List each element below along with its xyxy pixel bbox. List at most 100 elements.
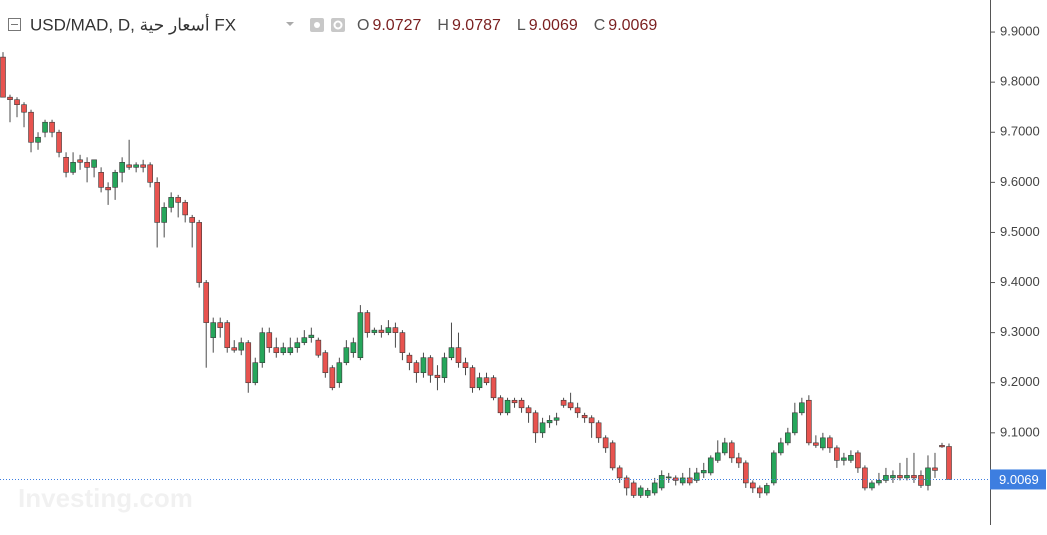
candle-body <box>7 96 13 100</box>
candle-body <box>735 457 742 464</box>
candle-body <box>637 487 644 496</box>
candle-body <box>778 442 784 454</box>
candles <box>0 52 952 498</box>
candle-body <box>806 399 812 444</box>
candle-body <box>862 467 868 489</box>
candle-body <box>609 442 616 469</box>
candle-body <box>119 162 125 173</box>
y-tick-label: 9.9000 <box>1000 23 1040 38</box>
candle-body <box>161 207 167 223</box>
candle-body <box>792 412 798 434</box>
candle-body <box>70 162 76 173</box>
candle-body <box>175 197 181 203</box>
candle-body <box>490 377 497 399</box>
candle-body <box>574 407 581 414</box>
candle-body <box>764 485 770 494</box>
settings-icon-gear <box>333 20 343 30</box>
candle-body <box>946 446 952 480</box>
dropdown-caret[interactable] <box>286 22 294 26</box>
ohlc-label: L <box>517 17 526 34</box>
candle-body <box>238 342 245 351</box>
candle-body <box>105 187 111 191</box>
candle-body <box>707 457 714 474</box>
candle-body <box>84 162 90 168</box>
candle-body <box>336 362 343 384</box>
ohlc-label: H <box>437 17 449 34</box>
candle-body <box>35 136 41 143</box>
candle-body <box>350 342 357 353</box>
ohlc-value: 9.0727 <box>372 17 421 34</box>
candle-body <box>392 327 399 333</box>
candle-body <box>686 477 693 484</box>
candle-body <box>679 477 686 484</box>
candle-body <box>925 467 931 486</box>
candle-body <box>693 472 700 481</box>
candle-body <box>42 121 48 133</box>
candle-body <box>364 312 371 333</box>
candle-body <box>897 475 903 479</box>
y-tick-label: 9.2000 <box>1000 374 1040 389</box>
candle-body <box>126 164 132 168</box>
candle-body <box>0 56 6 98</box>
ohlc-label: O <box>357 17 369 34</box>
candle-body <box>49 121 55 133</box>
candle-body <box>455 347 462 363</box>
candle-body <box>245 342 252 384</box>
candle-body <box>665 476 672 479</box>
candle-body <box>644 490 651 496</box>
candle-body <box>371 329 378 333</box>
candle-body <box>469 367 476 389</box>
candle-body <box>567 402 574 409</box>
candle-body <box>315 339 322 356</box>
candle-body <box>28 111 34 143</box>
candle-body <box>329 367 336 389</box>
candle-body <box>308 334 315 338</box>
candle-body <box>168 197 174 208</box>
candle-body <box>799 402 805 414</box>
eye-icon-pupil <box>314 22 320 28</box>
candle-body <box>357 312 364 358</box>
candle-body <box>834 447 840 461</box>
candle-body <box>231 347 238 351</box>
candle-body <box>91 159 97 168</box>
candle-body <box>827 437 833 449</box>
chart-title: USD/MAD, D, أسعار حية FX <box>30 13 236 35</box>
candle-body <box>280 347 287 353</box>
candle-body <box>259 332 266 363</box>
candle-body <box>189 217 195 223</box>
candle-body <box>560 399 567 406</box>
candle-body <box>343 347 350 363</box>
candle-body <box>252 362 259 384</box>
y-tick-label: 9.8000 <box>1000 74 1040 89</box>
candle-body <box>813 442 819 446</box>
watermark: Investing.com <box>18 483 193 513</box>
candle-body <box>595 422 602 439</box>
candle-body <box>140 164 146 168</box>
settings-icon[interactable] <box>331 18 345 32</box>
candle-body <box>785 432 791 444</box>
candle-body <box>932 467 938 471</box>
candle-body <box>721 442 728 454</box>
candle-body <box>224 322 231 348</box>
candle-body <box>728 442 735 459</box>
ohlc-value: 9.0069 <box>608 17 657 34</box>
candle-body <box>448 347 455 358</box>
candle-body <box>532 412 539 434</box>
candle-body <box>378 329 385 333</box>
candle-body <box>658 475 665 489</box>
y-tick-label: 9.5000 <box>1000 224 1040 239</box>
candle-body <box>217 322 224 328</box>
last-price-badge <box>990 469 1046 490</box>
candle-body <box>77 159 83 163</box>
last-price-label: 9.0069 <box>999 472 1039 487</box>
candle-body <box>154 182 160 223</box>
candle-body <box>21 104 27 113</box>
candle-body <box>525 407 532 414</box>
collapse-icon[interactable] <box>8 18 21 31</box>
candle-body <box>546 420 553 424</box>
candle-body <box>63 156 69 173</box>
candle-body <box>539 422 546 434</box>
